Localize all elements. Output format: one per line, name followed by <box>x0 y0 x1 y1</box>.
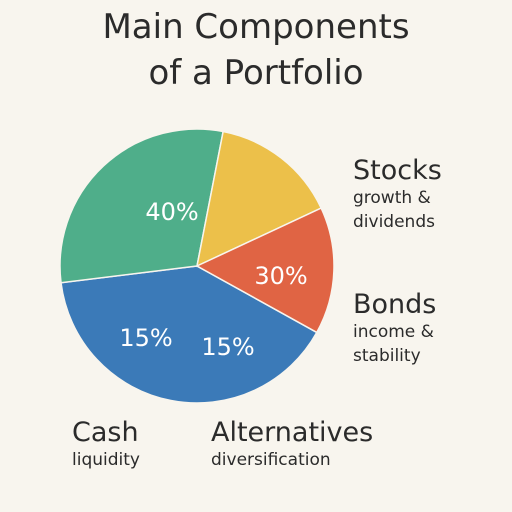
legend-stocks-desc-line-1: growth & <box>353 188 431 208</box>
legend-stocks-name: Stocks <box>353 155 442 186</box>
legend-cash-desc-line-1: liquidity <box>72 450 140 470</box>
chart-title-line-1: Main Components <box>102 7 410 47</box>
legend-stocks-desc-line-2: dividends <box>353 212 435 232</box>
chart-title-line-2: of a Portfolio <box>148 53 364 93</box>
slice-label-stocks: 40% <box>145 198 198 226</box>
legend-alternatives-desc-line-1: diversification <box>211 450 331 470</box>
legend-bonds-desc-line-1: income & <box>353 322 434 342</box>
legend-bonds: Bonds income & stability <box>353 290 436 368</box>
pie-slice-bonds <box>59 128 225 284</box>
pie-slice-alternatives <box>195 130 323 268</box>
chart-title: Main Components of a Portfolio <box>0 4 512 96</box>
legend-cash-name: Cash <box>72 417 139 448</box>
slice-label-bonds: 30% <box>254 262 307 290</box>
legend-cash: Cash liquidity <box>72 418 140 472</box>
pie-slice-stocks <box>60 265 318 404</box>
legend-alternatives: Alternatives diversification <box>211 418 373 472</box>
legend-bonds-name: Bonds <box>353 289 437 320</box>
legend-stocks: Stocks growth & dividends <box>353 156 442 234</box>
legend-bonds-desc-line-2: stability <box>353 346 421 366</box>
legend-alternatives-name: Alternatives <box>211 417 374 448</box>
slice-label-alternatives: 15% <box>201 333 254 361</box>
pie-slice-cash <box>195 207 335 334</box>
slice-label-cash: 15% <box>119 324 172 352</box>
